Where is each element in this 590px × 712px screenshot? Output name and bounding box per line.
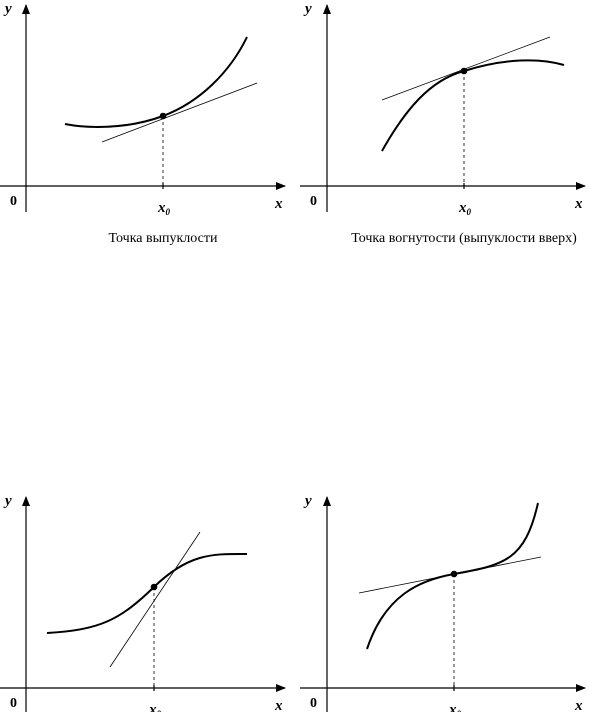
caption: Точка выпуклости <box>109 231 218 246</box>
x0-base: x <box>458 200 467 216</box>
tangent <box>101 82 258 143</box>
point <box>460 67 468 75</box>
x0-label: x0 <box>448 702 462 712</box>
x0-label: x0 <box>157 200 171 217</box>
x0-sub: 0 <box>457 709 462 712</box>
x0-sub: 0 <box>157 709 162 712</box>
y-label: y <box>303 493 312 509</box>
x0-label: x0 <box>458 200 472 217</box>
x-label: x <box>274 196 283 212</box>
y-label: y <box>3 493 12 509</box>
x-label: x <box>574 196 583 212</box>
curve <box>64 36 248 128</box>
x0-label: x0 <box>148 702 162 712</box>
origin-label: 0 <box>310 696 317 711</box>
curve <box>46 552 248 634</box>
origin-label: 0 <box>310 194 317 209</box>
x0-base: x <box>448 702 457 712</box>
x-label: x <box>574 698 583 712</box>
point <box>159 112 167 120</box>
x0-sub: 0 <box>467 207 472 217</box>
origin-label: 0 <box>10 194 17 209</box>
caption: Точка вогнутости (выпуклости вверх) <box>351 231 577 246</box>
y-label: y <box>303 1 312 17</box>
curve <box>381 59 565 152</box>
point <box>450 570 458 578</box>
point <box>150 583 158 591</box>
x0-sub: 0 <box>166 207 171 217</box>
x0-base: x <box>157 200 166 216</box>
tangent <box>109 531 201 668</box>
x0-base: x <box>148 702 157 712</box>
x-label: x <box>274 698 283 712</box>
origin-label: 0 <box>10 696 17 711</box>
y-label: y <box>3 1 12 17</box>
